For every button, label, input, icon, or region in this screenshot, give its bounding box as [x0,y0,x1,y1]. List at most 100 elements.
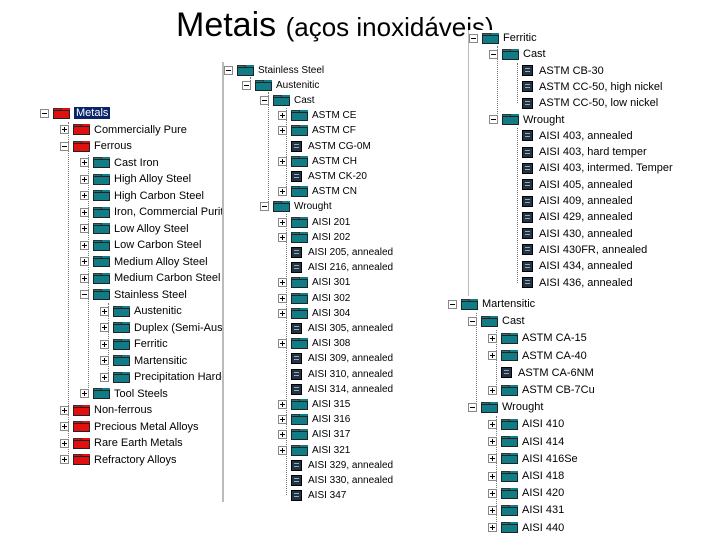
expand-toggle-icon[interactable] [100,339,109,349]
collapse-toggle-icon[interactable] [489,49,498,59]
expand-toggle-icon[interactable] [278,111,287,121]
tree-node[interactable]: Duplex (Semi-Austenitic) [40,320,222,337]
expand-toggle-icon[interactable] [60,422,69,432]
tree-node[interactable]: ASTM CH [224,153,357,169]
tree-node[interactable]: AISI 310, annealed [224,366,393,382]
expand-toggle-icon[interactable] [278,399,287,409]
tree-node[interactable]: AISI 403, hard temper [469,144,647,160]
expand-toggle-icon[interactable] [278,430,287,440]
tree-node[interactable]: High Carbon Steel [40,188,204,205]
tree-node[interactable]: Martensitic [40,353,187,370]
expand-toggle-icon[interactable] [488,523,497,533]
tree-node[interactable]: ASTM CB-30 [469,63,604,79]
tree-node[interactable]: ASTM CC-50, high nickel [469,79,663,95]
expand-toggle-icon[interactable] [278,415,287,425]
expand-toggle-icon[interactable] [60,405,69,415]
tree-node[interactable]: Ferrous [40,138,132,155]
tree-node[interactable]: Commercially Pure [40,122,187,139]
expand-toggle-icon[interactable] [488,419,497,429]
tree-node[interactable]: Austenitic [40,303,182,320]
expand-toggle-icon[interactable] [80,389,89,399]
collapse-toggle-icon[interactable] [469,33,478,43]
tree-node[interactable]: AISI 305, annealed [224,320,393,336]
tree-node[interactable]: AISI 301 [224,275,350,291]
tree-node[interactable]: AISI 315 [224,396,350,412]
tree-node[interactable]: AISI 403, annealed [469,128,633,144]
tree-node[interactable]: AISI 420 [448,485,564,501]
tree-node[interactable]: Stainless Steel [224,62,324,78]
expand-toggle-icon[interactable] [100,356,109,366]
expand-toggle-icon[interactable] [80,224,89,234]
tree-node[interactable]: AISI 304 [224,305,350,321]
expand-toggle-icon[interactable] [278,339,287,349]
tree-node[interactable]: Cast Iron [40,155,159,172]
tree-node[interactable]: AISI 308 [224,336,350,352]
tree-node[interactable]: AISI 309, annealed [224,351,393,367]
tree-node[interactable]: Rare Earth Metals [40,435,183,452]
expand-toggle-icon[interactable] [488,385,497,395]
tree-node[interactable]: Low Carbon Steel [40,237,201,254]
tree-node[interactable]: Wrought [448,399,543,415]
expand-toggle-icon[interactable] [100,323,109,333]
tree-node[interactable]: AISI 201 [224,214,350,230]
tree-node[interactable]: ASTM CA-40 [448,348,587,364]
expand-toggle-icon[interactable] [80,257,89,267]
tree-node[interactable]: Precious Metal Alloys [40,419,199,436]
expand-toggle-icon[interactable] [278,156,287,166]
tree-node[interactable]: AISI 430FR, annealed [469,242,647,258]
tree-node[interactable]: AISI 317 [224,427,350,443]
tree-node[interactable]: ASTM CG-0M [224,138,371,154]
tree-node[interactable]: Cast [224,92,315,108]
collapse-toggle-icon[interactable] [468,402,477,412]
expand-toggle-icon[interactable] [488,488,497,498]
tree-node[interactable]: Ferritic [40,336,168,353]
tree-node[interactable]: ASTM CF [224,123,356,139]
tree-node[interactable]: Medium Alloy Steel [40,254,208,271]
expand-toggle-icon[interactable] [278,278,287,288]
tree-node[interactable]: AISI 434, annealed [469,258,633,274]
expand-toggle-icon[interactable] [278,126,287,136]
collapse-toggle-icon[interactable] [468,316,477,326]
tree-node[interactable]: AISI 436, annealed [469,275,633,291]
tree-node[interactable]: Wrought [224,199,332,215]
expand-toggle-icon[interactable] [488,505,497,515]
tree-node[interactable]: AISI 418 [448,468,564,484]
tree-node[interactable]: ASTM CK-20 [224,168,367,184]
tree-node[interactable]: Precipitation Hardening [40,369,222,386]
collapse-toggle-icon[interactable] [60,141,69,151]
tree-node[interactable]: AISI 330, annealed [224,472,393,488]
expand-toggle-icon[interactable] [278,293,287,303]
collapse-toggle-icon[interactable] [489,115,498,124]
expand-toggle-icon[interactable] [100,306,109,316]
expand-toggle-icon[interactable] [488,471,497,481]
expand-toggle-icon[interactable] [488,454,497,464]
expand-toggle-icon[interactable] [488,437,497,447]
expand-toggle-icon[interactable] [278,187,287,197]
tree-node[interactable]: AISI 216, annealed [224,260,393,276]
collapse-toggle-icon[interactable] [260,202,269,212]
expand-toggle-icon[interactable] [80,240,89,250]
tree-node[interactable]: AISI 416Se [448,451,578,467]
tree-node[interactable]: Cast [448,313,525,329]
tree-node[interactable]: AISI 329, annealed [224,457,393,473]
tree-node[interactable]: Martensitic [448,296,535,312]
tree-node[interactable]: AISI 410 [448,416,564,432]
tree-node[interactable]: AISI 430, annealed [469,226,633,242]
tree-node[interactable]: ASTM CA-15 [448,330,587,346]
tree-node[interactable]: AISI 429, annealed [469,209,633,225]
expand-toggle-icon[interactable] [278,308,287,318]
tree-node[interactable]: ASTM CA-6NM [448,365,594,381]
tree-node[interactable]: ASTM CN [224,184,357,200]
tree-node[interactable]: AISI 202 [224,229,350,245]
tree-node[interactable]: Stainless Steel [40,287,187,304]
expand-toggle-icon[interactable] [60,438,69,448]
tree-node[interactable]: AISI 431 [448,502,564,518]
tree-node[interactable]: Low Alloy Steel [40,221,189,238]
tree-node[interactable]: AISI 314, annealed [224,381,393,397]
expand-toggle-icon[interactable] [80,158,89,168]
collapse-toggle-icon[interactable] [80,290,89,300]
tree-node[interactable]: Refractory Alloys [40,452,177,469]
collapse-toggle-icon[interactable] [242,80,251,90]
tree-node[interactable]: Ferritic [469,30,537,46]
tree-node[interactable]: Medium Carbon Steel [40,270,220,287]
